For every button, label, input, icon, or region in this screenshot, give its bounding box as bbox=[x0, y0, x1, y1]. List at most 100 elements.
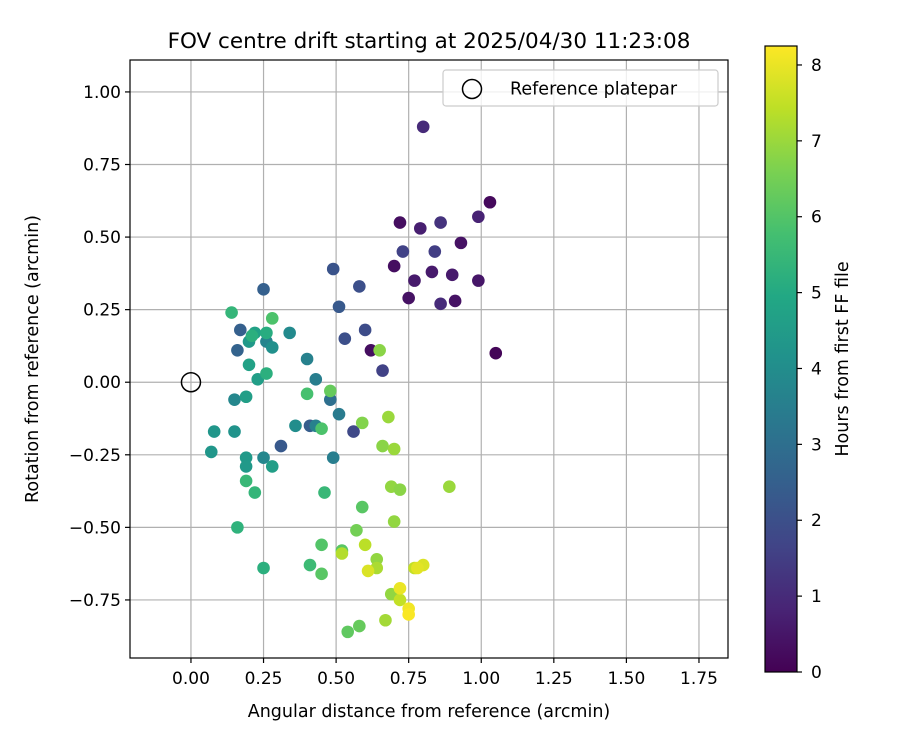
y-tick-label: 0.00 bbox=[83, 373, 121, 393]
data-point bbox=[228, 425, 241, 438]
colorbar-tick-label: 6 bbox=[811, 208, 822, 228]
x-tick-label: 0.25 bbox=[245, 669, 283, 689]
y-tick-label: 0.75 bbox=[83, 156, 121, 176]
data-point bbox=[228, 393, 241, 406]
data-point bbox=[332, 407, 346, 421]
colorbar: 0 1 2 3 4 5 6 7 8 Hours from first FF file bbox=[764, 45, 853, 683]
data-point bbox=[445, 268, 459, 282]
reference-platepar-marker bbox=[180, 371, 202, 393]
data-point bbox=[239, 390, 253, 404]
data-point bbox=[358, 323, 372, 337]
data-point bbox=[257, 451, 270, 464]
data-point bbox=[260, 367, 273, 380]
data-point bbox=[242, 358, 256, 372]
data-point bbox=[231, 343, 244, 357]
x-axis-label: Angular distance from reference (arcmin) bbox=[248, 702, 611, 722]
data-point bbox=[370, 553, 384, 566]
data-point bbox=[265, 312, 279, 325]
y-tick-label: −0.75 bbox=[69, 591, 121, 611]
data-point bbox=[265, 341, 279, 354]
x-tick-label: 1.75 bbox=[680, 669, 718, 689]
x-tick-label: 1.00 bbox=[462, 669, 500, 689]
data-point bbox=[454, 236, 468, 250]
data-point bbox=[239, 460, 253, 473]
data-point bbox=[411, 561, 424, 575]
colorbar-tick-label: 5 bbox=[811, 284, 822, 304]
colorbar-ticks: 0 1 2 3 4 5 6 7 8 bbox=[797, 56, 822, 683]
data-point bbox=[408, 274, 421, 287]
data-point bbox=[489, 346, 503, 360]
data-point bbox=[315, 422, 328, 435]
data-point bbox=[434, 216, 447, 229]
legend-box bbox=[442, 69, 719, 107]
data-point bbox=[353, 280, 366, 293]
y-tick-label: 0.50 bbox=[83, 228, 121, 248]
data-point bbox=[289, 419, 302, 433]
data-point bbox=[434, 297, 447, 311]
data-point bbox=[318, 486, 331, 499]
data-point bbox=[309, 373, 323, 386]
colorbar-tick-label: 4 bbox=[811, 359, 822, 379]
x-tick-label: 0.00 bbox=[172, 669, 210, 689]
data-point bbox=[300, 352, 314, 366]
plot-frame bbox=[129, 59, 729, 659]
legend: Reference platepar bbox=[442, 69, 719, 107]
data-point bbox=[332, 300, 346, 314]
data-point bbox=[265, 460, 279, 473]
data-point bbox=[260, 326, 273, 340]
data-point bbox=[239, 451, 253, 464]
data-point bbox=[300, 387, 314, 401]
data-point bbox=[416, 120, 430, 134]
data-point bbox=[257, 561, 270, 575]
data-point bbox=[257, 283, 270, 296]
data-point bbox=[207, 425, 221, 438]
data-point bbox=[239, 474, 253, 488]
colorbar-label: Hours from first FF file bbox=[833, 261, 853, 456]
data-point bbox=[396, 245, 410, 258]
colorbar-tick-label: 7 bbox=[811, 132, 822, 152]
x-axis-ticks: 0.00 0.25 0.50 0.75 1.00 1.25 1.50 1.75 bbox=[172, 658, 718, 689]
data-point bbox=[376, 364, 389, 377]
data-point bbox=[402, 608, 415, 621]
data-point bbox=[472, 210, 485, 224]
data-point bbox=[376, 439, 389, 453]
data-point bbox=[379, 613, 392, 627]
y-axis-label: Rotation from reference (arcmin) bbox=[23, 215, 43, 503]
grid-lines bbox=[130, 60, 728, 658]
y-tick-label: −0.50 bbox=[69, 518, 121, 538]
data-point bbox=[364, 343, 378, 357]
data-point bbox=[324, 393, 337, 406]
colorbar-gradient bbox=[764, 45, 798, 673]
data-point bbox=[204, 445, 218, 459]
data-point bbox=[393, 593, 407, 607]
data-point bbox=[335, 547, 349, 560]
colorbar-tick-label: 8 bbox=[811, 56, 822, 76]
data-point bbox=[283, 326, 296, 340]
data-point bbox=[326, 262, 340, 276]
data-point bbox=[443, 480, 456, 494]
data-point bbox=[355, 500, 369, 514]
legend-marker bbox=[461, 78, 483, 100]
chart-title: FOV centre drift starting at 2025/04/30 … bbox=[168, 29, 691, 54]
data-point bbox=[428, 245, 442, 258]
x-tick-label: 0.75 bbox=[390, 669, 428, 689]
data-point bbox=[347, 425, 360, 438]
data-point bbox=[425, 265, 439, 279]
data-point bbox=[393, 582, 407, 595]
data-point bbox=[402, 291, 415, 305]
colorbar-tick-label: 0 bbox=[811, 663, 822, 683]
x-tick-label: 1.50 bbox=[607, 669, 645, 689]
x-tick-label: 0.50 bbox=[317, 669, 355, 689]
data-point bbox=[382, 410, 395, 424]
colorbar-tick-label: 2 bbox=[811, 511, 822, 531]
data-point bbox=[231, 521, 244, 534]
data-point bbox=[245, 329, 259, 343]
y-tick-label: 0.25 bbox=[83, 301, 121, 321]
data-point bbox=[361, 564, 375, 578]
x-tick-label: 1.25 bbox=[535, 669, 573, 689]
y-axis-ticks: −0.75 −0.50 −0.25 0.00 0.25 0.50 0.75 1.00 bbox=[69, 83, 130, 611]
data-point bbox=[338, 332, 352, 345]
data-point bbox=[448, 294, 462, 308]
data-point bbox=[387, 259, 401, 273]
data-point bbox=[472, 274, 485, 287]
